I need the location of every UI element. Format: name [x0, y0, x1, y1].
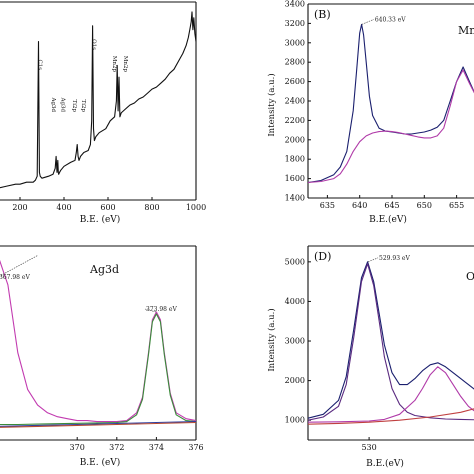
x-tick-label: 530 [361, 443, 376, 452]
panel-a-survey-spectrum: 200 400 600 800 1000 B.E. (eV) C1s Ag3d Ag3d Ti2p… [0, 1, 206, 225]
peak-label: C1s [36, 59, 42, 70]
y-tick-label: 3000 [285, 337, 305, 346]
x-tick-label: 400 [56, 203, 71, 212]
panel-d-o1s-spectrum: 530 1000 2000 3000 4000 5000 B.E.(eV) Intensity… [266, 245, 474, 469]
x-axis-label: B.E. (eV) [80, 457, 121, 468]
y-tick-label: 3400 [285, 0, 305, 9]
peak-label: Mn2p [111, 56, 117, 73]
panel-b-mn2p-spectrum: 635 640 645 650 655 1400 1600 1800 2000 2200 2400 2… [266, 0, 474, 225]
y-tick-label: 2200 [285, 116, 305, 125]
series-line [307, 69, 474, 184]
peak-label: Mn2p [122, 56, 128, 73]
y-axis-label: Intensity (a.u.) [266, 73, 277, 136]
panel-title: O [466, 270, 474, 283]
x-tick-label: 600 [100, 203, 115, 212]
annotation-label: 373.98 eV [146, 306, 177, 313]
annotation-label: 367.98 eV [0, 274, 30, 281]
panel-title: Ag3d [89, 263, 119, 276]
panel-label: (B) [314, 8, 331, 21]
series-line [0, 11, 197, 189]
y-tick-label: 5000 [285, 257, 305, 266]
x-tick-label: 800 [144, 203, 159, 212]
x-tick-label: 200 [12, 203, 27, 212]
annotation-leader [367, 257, 379, 263]
annotation-leader [144, 308, 157, 313]
y-tick-label: 1000 [285, 416, 305, 425]
x-axis-label: B.E.(eV) [369, 214, 407, 225]
series-line [307, 23, 474, 184]
series-line [0, 421, 197, 427]
x-tick-label: 374 [149, 443, 164, 452]
x-tick-label: 650 [417, 201, 432, 210]
y-tick-label: 3000 [285, 38, 305, 47]
y-tick-label: 2000 [285, 376, 305, 385]
y-tick-label: 2000 [285, 135, 305, 144]
peak-label: Ti2p [80, 100, 86, 113]
peak-label: Ag3d [59, 96, 65, 112]
x-tick-label: 1000 [186, 203, 206, 212]
y-tick-label: 1600 [285, 174, 305, 183]
x-tick-label: 640 [352, 201, 367, 210]
x-axis-label: B.E.(eV) [366, 458, 404, 469]
y-axis-label: Intensity (a.u.) [266, 308, 277, 371]
y-tick-label: 3200 [285, 19, 305, 28]
x-tick-label: 635 [320, 201, 335, 210]
panel-label: (D) [314, 250, 331, 263]
annotation-label: 529.93 eV [379, 255, 410, 262]
x-tick-label: 655 [449, 201, 464, 210]
peak-label: Ti2p [71, 100, 77, 113]
peak-label: Ag3d [50, 96, 56, 112]
peak-label: O1s [91, 39, 97, 50]
series-line [0, 421, 197, 428]
y-tick-label: 2800 [285, 58, 305, 67]
series-line [307, 408, 474, 425]
panel-c-ag3d-spectrum: 370 372 374 376 B.E. (eV) Ag3d 367.98 eV 373.98… [0, 245, 204, 468]
x-axis-label: B.E. (eV) [80, 214, 121, 225]
y-tick-label: 1800 [285, 155, 305, 164]
x-tick-label: 372 [109, 443, 124, 452]
panel-title: Mn [458, 24, 474, 37]
x-tick-label: 645 [384, 201, 399, 210]
annotation-leader [361, 19, 374, 25]
y-tick-label: 2400 [285, 97, 305, 106]
series-line [307, 366, 474, 423]
x-tick-label: 376 [188, 443, 203, 452]
series-line [307, 263, 474, 421]
series-line [307, 261, 474, 419]
y-tick-label: 4000 [285, 297, 305, 306]
annotation-label: 640.33 eV [375, 16, 406, 23]
y-tick-label: 1400 [285, 194, 305, 203]
series-line [0, 313, 197, 426]
x-tick-label: 370 [70, 443, 85, 452]
y-tick-label: 2600 [285, 77, 305, 86]
